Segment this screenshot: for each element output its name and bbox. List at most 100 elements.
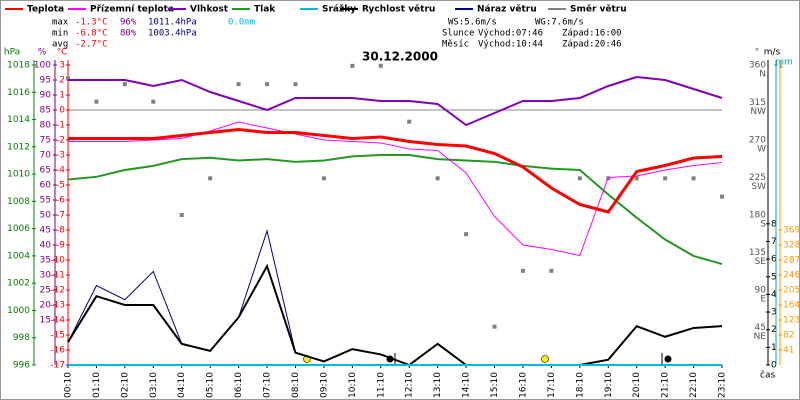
x-tick-label: 17:10 [547, 372, 557, 398]
x-tick-label: 00:10 [64, 372, 74, 398]
y-tick-label: 82 [783, 331, 794, 341]
compass-label: SE [755, 257, 767, 267]
legend-label: Náraz větru [477, 4, 537, 15]
x-tick-label: 08:10 [291, 372, 301, 398]
y-tick-label: -17 [50, 361, 65, 371]
y-tick-label: -8 [56, 226, 65, 236]
y-tick-label: 1000 [7, 306, 30, 316]
x-tick-label: 15:10 [490, 372, 500, 398]
info-text: WG:7.6m/s [535, 18, 584, 28]
stat-text: 80% [120, 29, 137, 39]
y-tick-label: 90 [40, 91, 52, 101]
series-line [68, 121, 723, 257]
x-tick-label: 09:10 [319, 372, 329, 398]
y-tick-label: 1 [778, 61, 784, 71]
y-tick-label: 35 [40, 256, 51, 266]
x-tick-label: 12:10 [405, 372, 415, 398]
y-tick-label: -2 [56, 136, 65, 146]
y-tick-label: 40 [40, 241, 52, 251]
direction-point [435, 176, 440, 181]
y-tick-label: 328 [783, 241, 800, 251]
info-text: Západ:20:46 [562, 40, 622, 50]
y-tick-label: 2 [59, 76, 65, 86]
direction-point [66, 76, 70, 81]
direction-point [520, 268, 525, 273]
axis-title: % [38, 48, 47, 58]
y-tick-label: 4 [771, 290, 777, 300]
x-tick-label: 13:10 [433, 372, 443, 398]
info-text: Východ:10:44 [478, 40, 543, 50]
direction-point [663, 176, 668, 181]
y-tick-label: 1002 [7, 279, 30, 289]
direction-point [378, 63, 383, 68]
direction-point [577, 176, 582, 181]
y-tick-label: 180 [749, 211, 766, 221]
legend-label: Teplota [27, 5, 64, 15]
y-tick-label: 7 [771, 237, 777, 247]
direction-point [464, 232, 469, 237]
axis-title: °C [57, 48, 68, 58]
series-line [68, 127, 723, 214]
y-tick-label: 20 [40, 301, 52, 311]
series-line [67, 154, 723, 266]
x-tick-label: 20:10 [632, 372, 642, 398]
x-tick-label: 23:10 [718, 372, 728, 398]
legend-label: Srážky [322, 5, 356, 15]
x-tick-label: 04:10 [177, 372, 187, 398]
y-tick-label: -11 [50, 271, 65, 281]
x-tick-label: 07:10 [263, 372, 273, 398]
stat-text: avg [52, 40, 68, 50]
legend-label: Tlak [254, 5, 276, 15]
x-tick-label: 06:10 [234, 372, 244, 398]
compass-label: W [757, 145, 766, 155]
stat-text: max [52, 18, 69, 28]
x-tick-label: 19:10 [604, 372, 614, 398]
y-tick-label: -15 [50, 331, 65, 341]
direction-point [236, 82, 241, 87]
y-tick-label: 1018 [7, 61, 30, 71]
legend-label: Přízemní teplota [90, 5, 174, 15]
y-tick-label: 1 [59, 91, 65, 101]
stat-text: -1.3°C [75, 18, 108, 28]
y-tick-label: 287 [783, 256, 800, 266]
y-tick-label: 3 [771, 308, 777, 318]
stat-text: -2.7°C [75, 40, 108, 50]
info-text: Měsíc [442, 40, 469, 50]
y-tick-label: 45 [755, 323, 766, 333]
y-tick-label: 0 [59, 106, 65, 116]
x-tick-label: 02:10 [120, 372, 130, 398]
x-tick-label: 01:10 [92, 372, 102, 398]
direction-point [492, 324, 497, 329]
stat-text: min [52, 29, 68, 39]
compass-label: NW [750, 107, 766, 117]
y-tick-label: 85 [40, 106, 51, 116]
y-tick-label: 246 [783, 271, 800, 281]
direction-point [151, 99, 156, 104]
y-tick-label: 45 [40, 226, 51, 236]
y-tick-label: 369 [783, 226, 800, 236]
legend-label: Rychlost větru [362, 4, 435, 15]
y-tick-label: 3 [59, 61, 65, 71]
y-tick-label: 1004 [7, 251, 30, 261]
direction-point [265, 82, 270, 87]
y-tick-label: 1014 [7, 115, 30, 125]
y-tick-label: -14 [50, 316, 65, 326]
direction-point [720, 194, 724, 199]
y-tick-label: 6 [771, 255, 777, 265]
y-tick-label: 65 [40, 166, 51, 176]
y-tick-label: 75 [40, 136, 51, 146]
y-tick-label: 998 [13, 333, 30, 343]
y-tick-label: 0 [771, 361, 777, 371]
chart-title: 30.12.2000 [362, 50, 438, 64]
direction-point [549, 268, 554, 273]
y-tick-label: -6 [56, 196, 65, 206]
y-tick-label: 95 [40, 76, 51, 86]
y-tick-label: 55 [40, 196, 51, 206]
direction-point [208, 176, 213, 181]
y-tick-label: -1 [56, 121, 65, 131]
y-tick-label: 2 [771, 325, 777, 335]
x-tick-label: 10:10 [348, 372, 358, 398]
y-tick-label: 164 [783, 301, 800, 311]
axis-title: mm [775, 58, 793, 68]
